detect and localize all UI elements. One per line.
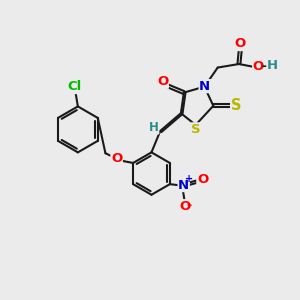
Text: -: - bbox=[261, 60, 266, 73]
Text: S: S bbox=[191, 123, 201, 136]
Text: H: H bbox=[267, 59, 278, 72]
Text: +: + bbox=[184, 174, 193, 184]
Text: O: O bbox=[235, 38, 246, 50]
Text: O: O bbox=[253, 60, 264, 73]
Text: H: H bbox=[149, 121, 159, 134]
Text: N: N bbox=[199, 80, 210, 93]
Text: O: O bbox=[197, 173, 208, 186]
Text: O: O bbox=[111, 152, 122, 165]
Text: N: N bbox=[178, 178, 189, 191]
Text: Cl: Cl bbox=[68, 80, 82, 94]
Text: O: O bbox=[157, 75, 168, 88]
Text: -: - bbox=[187, 199, 192, 212]
Text: O: O bbox=[179, 200, 190, 213]
Text: S: S bbox=[231, 98, 241, 113]
